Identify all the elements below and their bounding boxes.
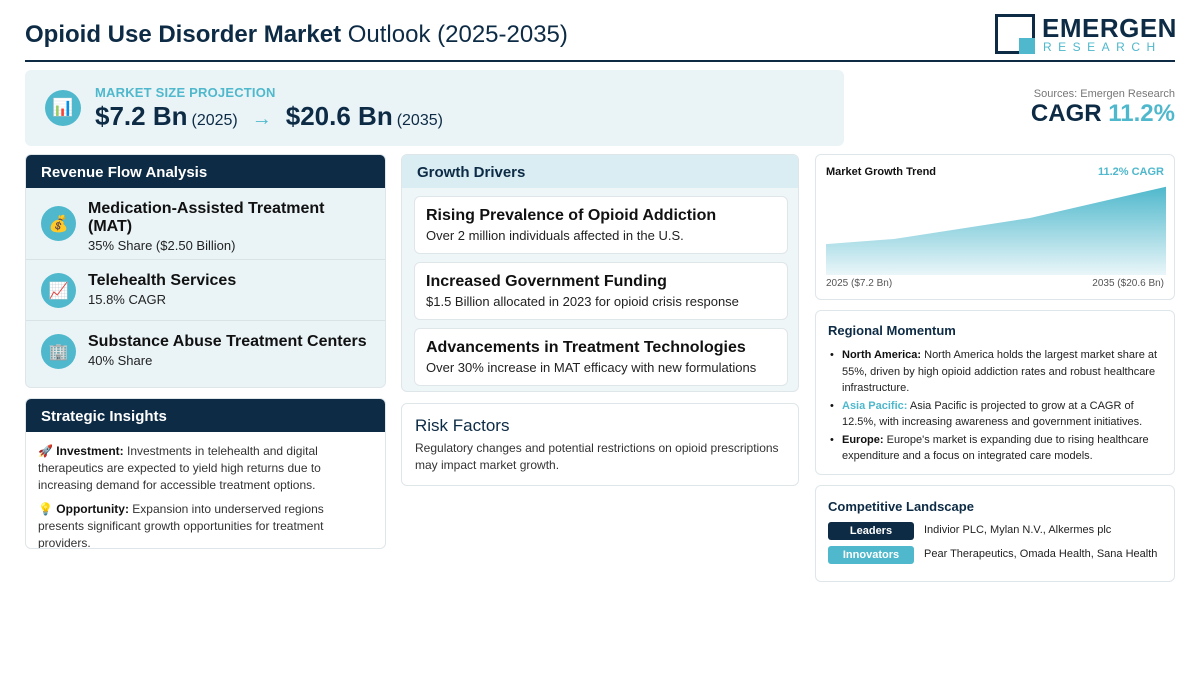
page-title: Opioid Use Disorder Market Outlook (2025… — [25, 21, 568, 49]
innovators-list: Pear Therapeutics, Omada Health, Sana He… — [924, 548, 1158, 560]
leaders-badge: Leaders — [828, 522, 914, 540]
rocket-icon: 🚀 — [38, 444, 53, 458]
region-item-europe: Europe: Europe's market is expanding due… — [828, 432, 1164, 465]
logo-mark-icon — [995, 14, 1035, 54]
trend-end-label: 2035 ($20.6 Bn) — [1092, 278, 1164, 289]
revenue-flow-card: Revenue Flow Analysis 💰 Medication-Assis… — [25, 154, 386, 388]
projection-start-value: $7.2 Bn — [95, 101, 188, 131]
projection-start-year: (2025) — [191, 112, 238, 129]
region-item-north-america: North America: North America holds the l… — [828, 347, 1164, 397]
chart-increasing-icon: 📈 — [41, 273, 76, 308]
projection-label: MARKET SIZE PROJECTION — [95, 85, 276, 100]
driver-item: Increased Government Funding $1.5 Billio… — [414, 262, 788, 320]
leaders-list: Indivior PLC, Mylan N.V., Alkermes plc — [924, 524, 1112, 536]
page-header: Opioid Use Disorder Market Outlook (2025… — [25, 10, 1176, 62]
trend-title: Market Growth Trend — [826, 166, 937, 178]
money-bag-icon: 💰 — [41, 206, 76, 241]
cagr-summary: CAGR 11.2% — [1031, 100, 1175, 128]
growth-drivers-heading: Growth Drivers — [402, 155, 798, 188]
page-title-bold: Opioid Use Disorder Market — [25, 21, 342, 48]
revenue-item-subtitle: 40% Share — [88, 353, 153, 368]
region-name: North America: — [842, 349, 922, 361]
market-growth-trend-card: Market Growth Trend 11.2% CAGR 2025 ($7.… — [815, 154, 1175, 300]
projection-values: $7.2 Bn (2025) → $20.6 Bn (2035) — [95, 101, 443, 132]
revenue-item-title: Medication-Assisted Treatment (MAT) — [88, 200, 325, 235]
risk-factors-card: Risk Factors Regulatory changes and pote… — [401, 403, 799, 486]
projection-end-value: $20.6 Bn — [285, 101, 393, 131]
opportunity-label: Opportunity: — [56, 502, 129, 516]
risk-factors-heading: Risk Factors — [415, 416, 510, 435]
revenue-flow-heading: Revenue Flow Analysis — [26, 155, 385, 188]
growth-area-chart — [826, 186, 1166, 275]
strategic-insights-heading: Strategic Insights — [26, 399, 385, 432]
strategic-insights-card: Strategic Insights 🚀 Investment: Investm… — [25, 398, 386, 549]
trend-cagr: 11.2% CAGR — [1097, 166, 1164, 178]
bar-chart-icon: 📊 — [45, 90, 81, 126]
regional-momentum-heading: Regional Momentum — [828, 323, 956, 338]
region-text: Europe's market is expanding due to risi… — [842, 433, 1149, 463]
growth-drivers-card: Growth Drivers Rising Prevalence of Opio… — [401, 154, 799, 392]
office-building-icon: 🏢 — [41, 334, 76, 369]
region-name: Europe: — [842, 433, 884, 446]
driver-title: Increased Government Funding — [426, 273, 667, 290]
cagr-value: 11.2% — [1108, 100, 1175, 127]
driver-item: Advancements in Treatment Technologies O… — [414, 328, 788, 386]
driver-title: Advancements in Treatment Technologies — [426, 339, 746, 356]
revenue-item-treatment-centers: 🏢 Substance Abuse Treatment Centers 40% … — [26, 321, 385, 382]
revenue-item-subtitle: 15.8% CAGR — [88, 292, 167, 307]
opportunity-insight: 💡 Opportunity: Expansion into underserve… — [38, 501, 373, 549]
revenue-item-telehealth: 📈 Telehealth Services 15.8% CAGR — [26, 260, 385, 321]
leaders-row: Leaders Indivior PLC, Mylan N.V., Alkerm… — [828, 522, 1168, 540]
driver-desc: Over 30% increase in MAT efficacy with n… — [426, 360, 757, 375]
innovators-badge: Innovators — [828, 546, 914, 564]
region-text: North America holds the largest market s… — [842, 349, 1158, 394]
sources-note: Sources: Emergen Research — [1033, 88, 1175, 100]
driver-desc: $1.5 Billion allocated in 2023 for opioi… — [426, 294, 739, 309]
projection-end-year: (2035) — [396, 112, 443, 129]
competitive-landscape-heading: Competitive Landscape — [828, 499, 974, 514]
driver-desc: Over 2 million individuals affected in t… — [426, 228, 684, 243]
revenue-item-subtitle: 35% Share ($2.50 Billion) — [88, 238, 236, 253]
region-name: Asia Pacific: — [842, 399, 908, 412]
risk-factors-text: Regulatory changes and potential restric… — [415, 441, 779, 472]
investment-text: Investments in telehealth and digital th… — [38, 444, 321, 492]
region-text: Asia Pacific is projected to grow at a C… — [842, 399, 1143, 429]
emergen-logo[interactable]: EMERGEN RESEARCH — [995, 13, 1176, 56]
logo-subtitle: RESEARCH — [1043, 40, 1162, 54]
revenue-item-mat: 💰 Medication-Assisted Treatment (MAT) 35… — [26, 188, 385, 260]
region-item-asia-pacific: Asia Pacific: Asia Pacific is projected … — [828, 398, 1164, 431]
growth-area-series — [826, 186, 1166, 275]
investment-insight: 🚀 Investment: Investments in telehealth … — [38, 443, 373, 494]
cagr-label: CAGR — [1030, 100, 1109, 127]
page-title-rest: Outlook (2025-2035) — [341, 21, 568, 48]
regional-momentum-card: Regional Momentum North America: North A… — [815, 310, 1175, 475]
innovators-row: Innovators Pear Therapeutics, Omada Heal… — [828, 546, 1168, 564]
revenue-item-title: Telehealth Services — [88, 272, 237, 289]
regional-list: North America: North America holds the l… — [828, 347, 1164, 466]
opportunity-text: Expansion into underserved regions prese… — [38, 502, 324, 549]
light-bulb-icon: 💡 — [38, 502, 53, 516]
competitive-landscape-card: Competitive Landscape Leaders Indivior P… — [815, 485, 1175, 582]
arrow-right-icon: → — [251, 108, 272, 130]
investment-label: Investment: — [56, 444, 124, 458]
driver-title: Rising Prevalence of Opioid Addiction — [426, 207, 717, 224]
revenue-item-title: Substance Abuse Treatment Centers — [88, 333, 367, 350]
logo-wordmark: EMERGEN — [1042, 13, 1177, 43]
market-size-projection: 📊 MARKET SIZE PROJECTION $7.2 Bn (2025) → $… — [25, 70, 844, 146]
driver-item: Rising Prevalence of Opioid Addiction Ov… — [414, 196, 788, 254]
trend-start-label: 2025 ($7.2 Bn) — [826, 278, 893, 289]
